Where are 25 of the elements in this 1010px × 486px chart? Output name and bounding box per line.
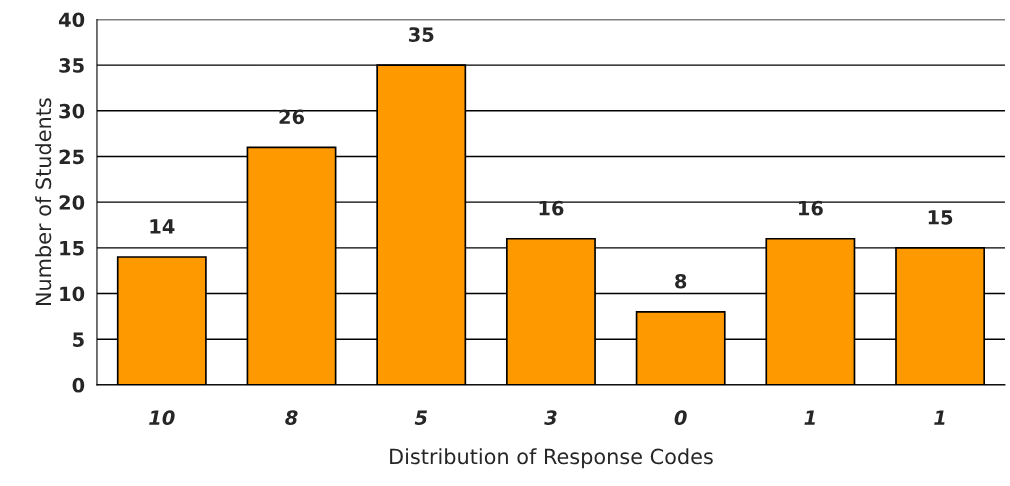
x-tick-label: 3 xyxy=(544,410,557,425)
data-label: 8 xyxy=(675,273,687,289)
data-label: 16 xyxy=(799,200,823,216)
x-tick-label: 10 xyxy=(149,410,175,425)
y-tick-label: 35 xyxy=(59,58,84,73)
x-tick-label: 0 xyxy=(674,410,687,425)
x-tick-label: 5 xyxy=(414,410,427,425)
y-tick-label: 5 xyxy=(73,332,84,347)
x-tick-label: 1 xyxy=(934,410,945,425)
y-tick-label: 40 xyxy=(58,12,85,28)
y-tick-label: 0 xyxy=(72,377,85,393)
data-label: 14 xyxy=(150,219,175,234)
y-tick-label: 30 xyxy=(59,103,85,119)
x-tick-label: 8 xyxy=(285,410,298,425)
data-label: 26 xyxy=(279,109,305,125)
y-tick-label: 10 xyxy=(60,286,85,302)
y-tick-label: 15 xyxy=(60,241,84,256)
y-tick-label: 20 xyxy=(59,195,85,210)
y-tick-label: 25 xyxy=(59,149,84,165)
data-label: 16 xyxy=(539,200,564,216)
data-label: 15 xyxy=(928,210,953,225)
x-axis-title: Distribution of Response Codes xyxy=(390,448,713,469)
x-tick-label: 1 xyxy=(804,410,815,425)
y-axis-title: Number of Students xyxy=(35,98,52,306)
data-label: 35 xyxy=(409,27,434,42)
